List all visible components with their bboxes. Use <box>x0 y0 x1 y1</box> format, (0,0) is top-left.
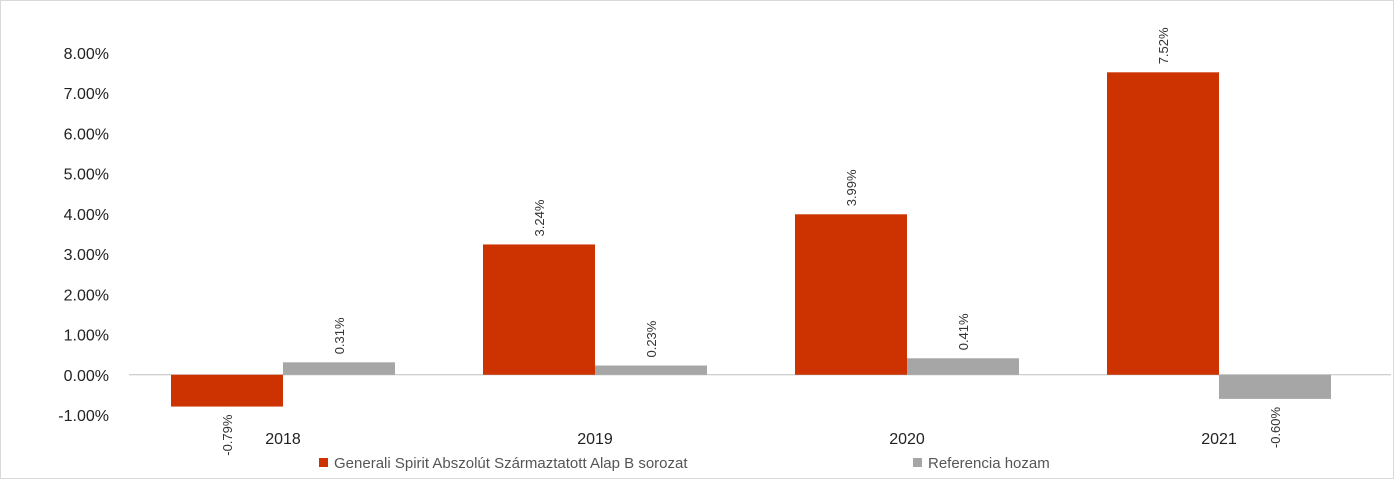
y-tick-label: -1.00% <box>58 408 109 425</box>
data-label: -0.79% <box>220 414 235 456</box>
bar-series-2-2019 <box>595 365 707 375</box>
y-tick-label: 1.00% <box>64 328 109 345</box>
bar-series-1-2018 <box>171 374 283 407</box>
y-tick-label: 5.00% <box>64 167 109 184</box>
bar-series-2-2020 <box>907 358 1019 375</box>
y-tick-label: 4.00% <box>64 207 109 224</box>
data-label: -0.60% <box>1268 406 1283 448</box>
bar-series-1-2019 <box>483 244 595 375</box>
category-label: 2020 <box>889 431 925 448</box>
data-label: 0.41% <box>956 313 971 350</box>
y-tick-label: 7.00% <box>64 86 109 103</box>
y-axis-ticks: 8.00% 7.00% 6.00% 5.00% 4.00% 3.00% 2.00% 1.00%… <box>58 46 109 425</box>
legend-swatch-1 <box>319 458 328 467</box>
bar-series-2-2018 <box>283 362 395 375</box>
data-label: 3.99% <box>844 169 859 206</box>
bars <box>171 72 1331 407</box>
bar-series-1-2020 <box>795 214 907 375</box>
data-label: 3.24% <box>532 199 547 236</box>
category-label: 2019 <box>577 431 613 448</box>
bar-series-2-2021 <box>1219 374 1331 399</box>
x-axis-categories: 2018 2019 2020 2021 <box>265 431 1237 448</box>
y-tick-label: 6.00% <box>64 126 109 143</box>
data-label: 7.52% <box>1156 27 1171 64</box>
y-tick-label: 8.00% <box>64 46 109 63</box>
y-tick-label: 0.00% <box>64 368 109 385</box>
legend-label-1: Generali Spirit Abszolút Származtatott A… <box>334 455 688 472</box>
y-tick-label: 2.00% <box>64 287 109 304</box>
category-label: 2018 <box>265 431 301 448</box>
data-labels: -0.79% 0.31% 3.24% 0.23% 3.99% 0.41% 7.52% -0.6… <box>220 27 1283 456</box>
category-label: 2021 <box>1201 431 1237 448</box>
legend: Generali Spirit Abszolút Származtatott A… <box>319 455 1050 472</box>
y-tick-label: 3.00% <box>64 247 109 264</box>
bar-series-1-2021 <box>1107 72 1219 375</box>
data-label: 0.31% <box>332 317 347 354</box>
data-label: 0.23% <box>644 320 659 357</box>
legend-label-2: Referencia hozam <box>928 455 1050 472</box>
legend-swatch-2 <box>913 458 922 467</box>
